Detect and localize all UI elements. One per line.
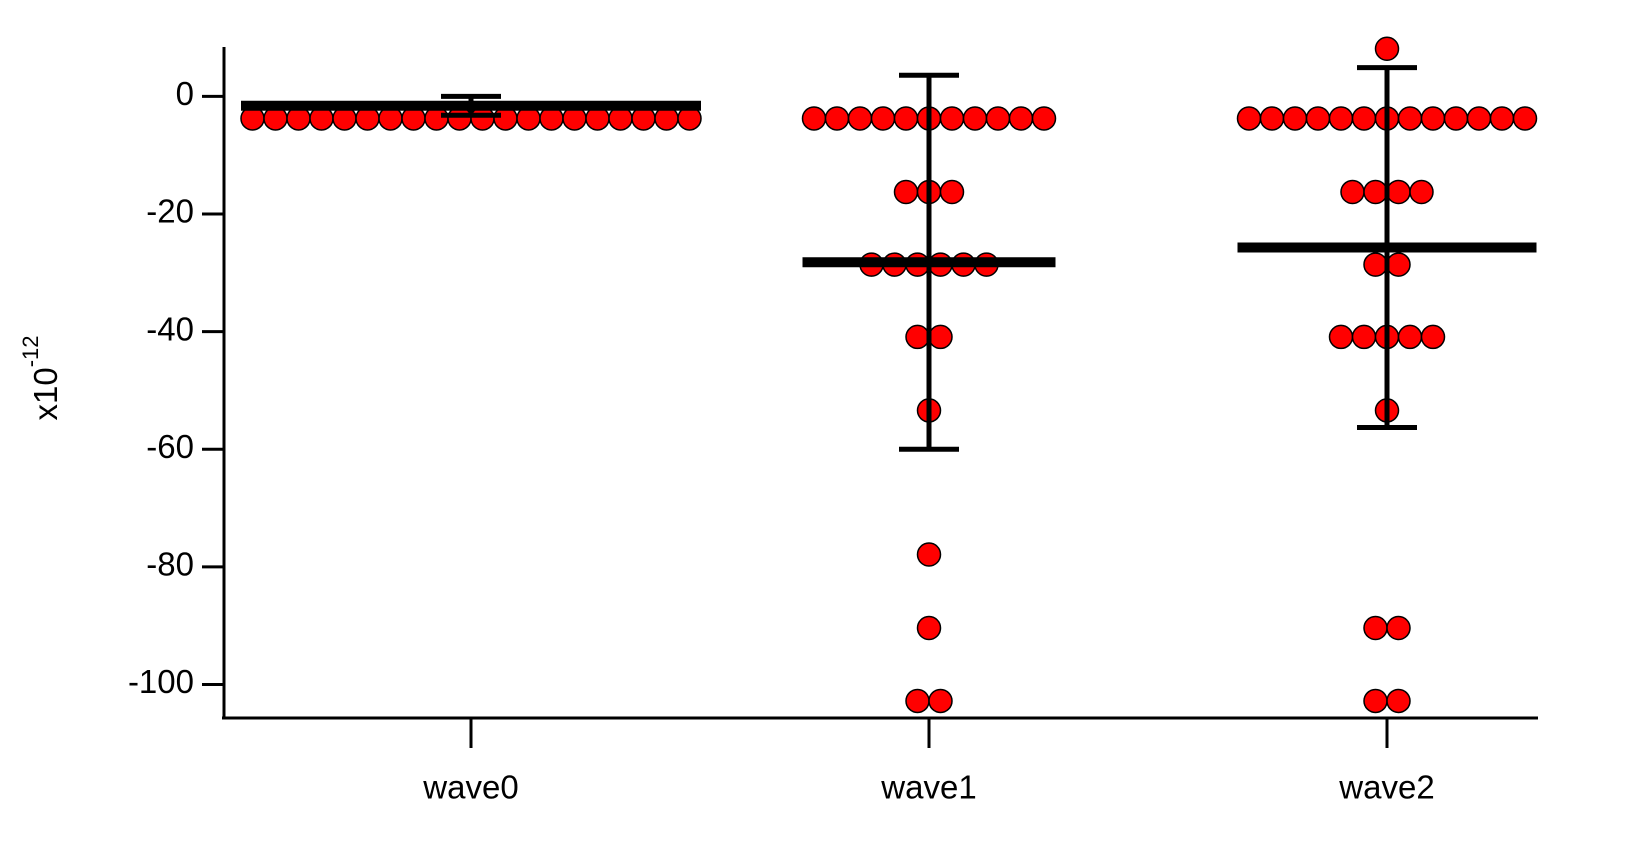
dot [1351, 324, 1377, 350]
dot [928, 324, 953, 350]
dot [962, 106, 988, 131]
dot [847, 106, 873, 131]
dot [1512, 106, 1538, 131]
dot [1008, 106, 1034, 131]
dot [1386, 615, 1411, 641]
dot [1397, 106, 1423, 131]
dot [905, 688, 930, 714]
dot [1259, 106, 1285, 131]
dot [1386, 252, 1411, 277]
dot [1466, 106, 1492, 131]
dot [985, 106, 1011, 131]
dot [928, 688, 953, 714]
dot [916, 542, 942, 567]
dot [1420, 324, 1446, 350]
dot [1363, 252, 1388, 277]
dot [1409, 179, 1434, 205]
y-tick-label: -40 [146, 310, 194, 347]
dot [893, 179, 919, 205]
dot [1328, 106, 1354, 131]
y-label-exponent: -12 [18, 335, 43, 367]
x-tick-label: wave1 [880, 769, 976, 806]
dot [1340, 179, 1365, 205]
y-axis-label: x10-12 [18, 335, 64, 420]
dot [1443, 106, 1469, 131]
y-label-base: x10 [27, 367, 64, 420]
dot [916, 615, 942, 641]
dot [1351, 106, 1377, 131]
dot [1363, 179, 1388, 205]
dot [1489, 106, 1515, 131]
dot [1031, 106, 1057, 131]
dot [1374, 36, 1400, 62]
y-tick-label: 0 [176, 75, 194, 112]
dot [870, 106, 896, 131]
dot [905, 324, 930, 350]
dot [1363, 615, 1388, 641]
dot [1397, 324, 1423, 350]
dot [939, 106, 965, 131]
dot [1305, 106, 1331, 131]
dot [939, 179, 965, 205]
dot [1386, 179, 1411, 205]
x-tick-label: wave0 [422, 769, 518, 806]
dot [1420, 106, 1446, 131]
dot [824, 106, 850, 131]
y-tick-label: -80 [146, 546, 194, 583]
y-tick-label: -20 [146, 193, 194, 230]
dot [1386, 688, 1411, 714]
dot [1236, 106, 1262, 131]
dot [1282, 106, 1308, 131]
y-tick-label: -60 [146, 428, 194, 465]
dot [1363, 688, 1388, 714]
dot [893, 106, 919, 131]
y-tick-label: -100 [128, 663, 194, 700]
dot [1328, 324, 1354, 350]
x-tick-label: wave2 [1338, 769, 1434, 806]
dot [801, 106, 827, 131]
